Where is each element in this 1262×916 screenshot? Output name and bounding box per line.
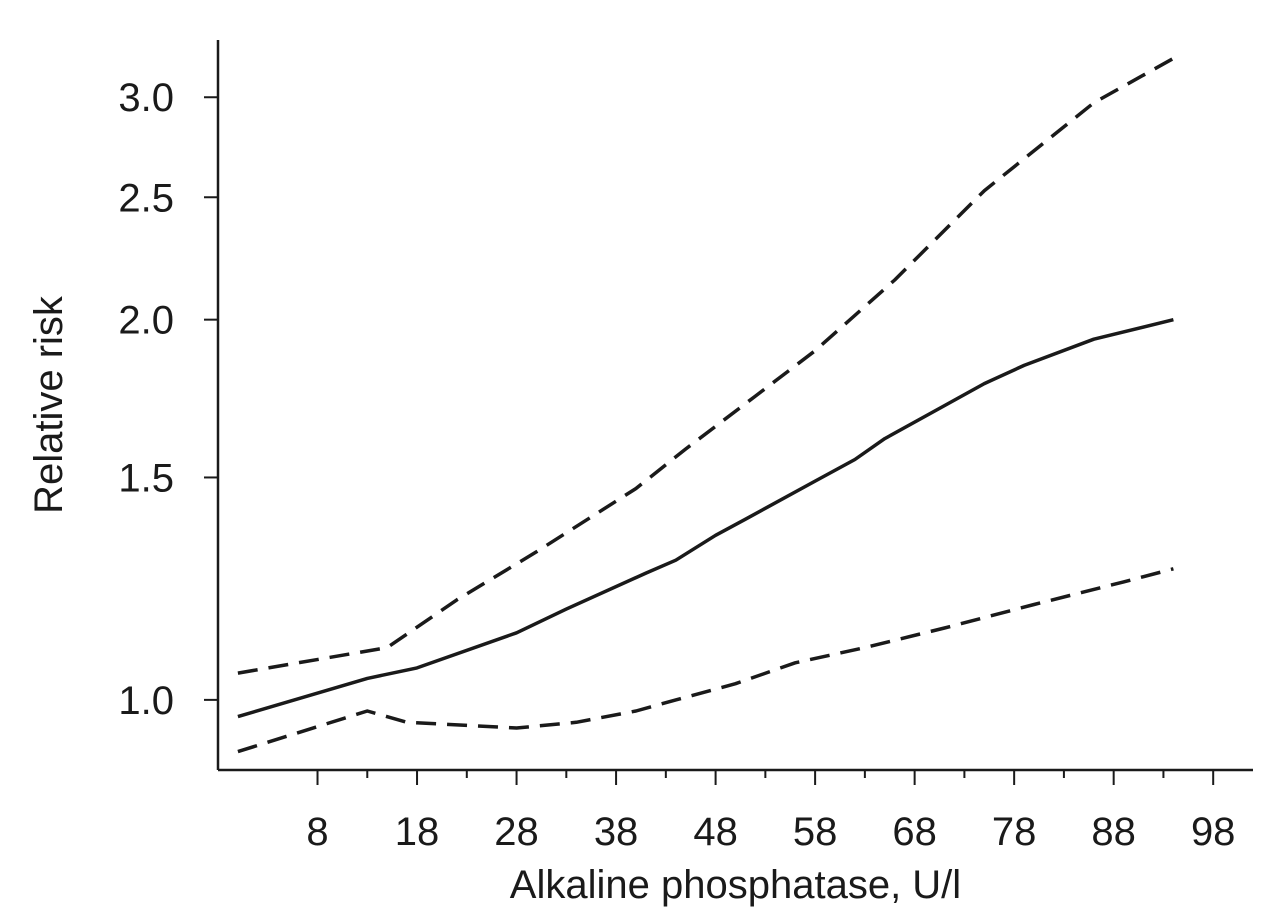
y-axis-title: Relative risk bbox=[27, 295, 71, 514]
y-tick-label: 1.5 bbox=[118, 456, 174, 500]
series-line-lower-bound bbox=[237, 567, 1174, 754]
y-axis: 1.0 1.5 2.0 2.5 3.0 bbox=[118, 40, 220, 770]
series-line-estimate bbox=[237, 318, 1174, 719]
x-tick-label: 38 bbox=[594, 810, 639, 854]
y-tick-label: 2.5 bbox=[118, 176, 174, 220]
x-tick-label: 98 bbox=[1191, 810, 1236, 854]
y-tick-label: 2.0 bbox=[118, 299, 174, 343]
x-axis-title: Alkaline phosphatase, U/l bbox=[510, 863, 961, 907]
x-axis: 8 18 28 38 48 58 68 78 88 98 bbox=[218, 768, 1253, 854]
x-tick-label: 78 bbox=[992, 810, 1037, 854]
x-tick-label: 18 bbox=[395, 810, 440, 854]
y-ticks: 1.0 1.5 2.0 2.5 3.0 bbox=[118, 76, 218, 723]
x-ticks: 8 18 28 38 48 58 68 78 88 98 bbox=[306, 770, 1235, 854]
x-tick-label: 8 bbox=[306, 810, 328, 854]
x-tick-label: 88 bbox=[1091, 810, 1136, 854]
x-tick-label: 48 bbox=[693, 810, 738, 854]
y-tick-label: 3.0 bbox=[118, 76, 174, 120]
y-tick-label: 1.0 bbox=[118, 679, 174, 723]
series-group bbox=[237, 56, 1175, 754]
x-tick-label: 68 bbox=[892, 810, 937, 854]
x-tick-label: 58 bbox=[793, 810, 838, 854]
x-tick-label: 28 bbox=[494, 810, 539, 854]
series-line-upper-bound bbox=[237, 56, 1175, 675]
